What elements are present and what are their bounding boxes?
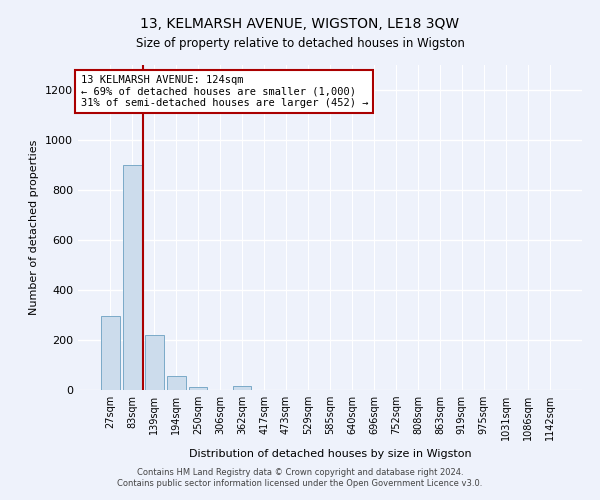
Bar	[101, 316, 119, 390]
Text: Contains HM Land Registry data © Crown copyright and database right 2024.
Contai: Contains HM Land Registry data © Crown c…	[118, 468, 482, 487]
Bar	[123, 165, 142, 390]
Bar	[145, 335, 164, 390]
X-axis label: Distribution of detached houses by size in Wigston: Distribution of detached houses by size …	[188, 448, 472, 458]
Bar	[167, 376, 185, 390]
Bar	[189, 387, 208, 390]
Text: Size of property relative to detached houses in Wigston: Size of property relative to detached ho…	[136, 38, 464, 51]
Text: 13, KELMARSH AVENUE, WIGSTON, LE18 3QW: 13, KELMARSH AVENUE, WIGSTON, LE18 3QW	[140, 18, 460, 32]
Text: 13 KELMARSH AVENUE: 124sqm
← 69% of detached houses are smaller (1,000)
31% of s: 13 KELMARSH AVENUE: 124sqm ← 69% of deta…	[80, 74, 368, 108]
Y-axis label: Number of detached properties: Number of detached properties	[29, 140, 40, 315]
Bar	[233, 386, 251, 390]
